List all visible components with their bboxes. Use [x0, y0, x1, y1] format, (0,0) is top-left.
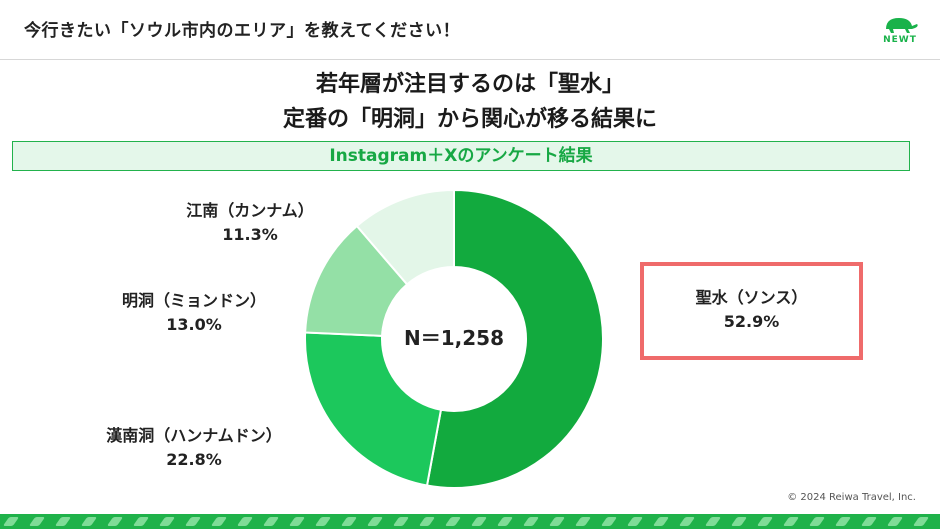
band-stripe [860, 517, 878, 526]
band-stripe [80, 517, 98, 526]
slice-label-gangnam: 江南（カンナム） 11.3% [170, 199, 330, 247]
slice-label-seongsu: 聖水（ソンス） 52.9% [644, 266, 859, 334]
slice-label-hannamdong: 漢南洞（ハンナムドン） 22.8% [94, 424, 294, 472]
band-stripe [132, 517, 150, 526]
band-stripe [2, 517, 20, 526]
band-stripe [236, 517, 254, 526]
band-stripe [392, 517, 410, 526]
band-stripe [600, 517, 618, 526]
headline-line-2: 定番の「明洞」から関心が移る結果に [282, 107, 657, 132]
band-stripe [808, 517, 826, 526]
slice-name: 明洞（ミョンドン） [121, 291, 266, 310]
band-stripe [522, 517, 540, 526]
slice-seongsu [425, 188, 604, 489]
band-stripe [418, 517, 436, 526]
band-stripe [574, 517, 592, 526]
slice-gangnam [355, 188, 455, 286]
slice-value: 52.9% [723, 312, 780, 331]
band-stripe [886, 517, 904, 526]
header-divider [0, 59, 940, 60]
band-stripe [496, 517, 514, 526]
band-stripe [340, 517, 358, 526]
band-stripe [106, 517, 124, 526]
header-title: 今行きたい「ソウル市内のエリア」を教えてください！ [24, 21, 461, 41]
band-stripe [678, 517, 696, 526]
band-stripe [314, 517, 332, 526]
slice-hannamdong [304, 331, 443, 487]
footer-band [0, 514, 940, 529]
band-stripe [210, 517, 228, 526]
sample-size-label: N＝1,258 [404, 326, 504, 350]
band-stripe [262, 517, 280, 526]
logo-text: NEWT [883, 35, 917, 45]
band-stripe [444, 517, 462, 526]
slice-name: 漢南洞（ハンナムドン） [106, 426, 282, 445]
band-stripe [184, 517, 202, 526]
band-stripe [626, 517, 644, 526]
band-stripe [54, 517, 72, 526]
band-stripe [730, 517, 748, 526]
turtle-icon [886, 18, 918, 33]
band-stripe [288, 517, 306, 526]
band-stripe [470, 517, 488, 526]
survey-subtitle: Instagram＋Xのアンケート結果 [12, 141, 910, 171]
slice-name: 江南（カンナム） [186, 201, 314, 220]
slice-label-myeongdong: 明洞（ミョンドン） 13.0% [104, 289, 284, 337]
band-stripe [834, 517, 852, 526]
band-stripe [28, 517, 46, 526]
band-stripe [704, 517, 722, 526]
copyright: © 2024 Reiwa Travel, Inc. [787, 492, 916, 503]
headline-line-1: 若年層が注目するのは「聖水」 [315, 72, 624, 97]
highlight-box-seongsu: 聖水（ソンス） 52.9% [640, 262, 863, 360]
slice-value: 13.0% [166, 315, 222, 334]
band-stripe [912, 517, 930, 526]
newt-logo: NEWT [876, 14, 924, 48]
slice-name: 聖水（ソンス） [695, 288, 808, 307]
band-stripe [548, 517, 566, 526]
band-stripe [756, 517, 774, 526]
band-stripe [652, 517, 670, 526]
slice-value: 22.8% [166, 450, 222, 469]
band-stripe [158, 517, 176, 526]
band-stripe [366, 517, 384, 526]
header: 今行きたい「ソウル市内のエリア」を教えてください！ NEWT [0, 0, 940, 60]
band-stripe [782, 517, 800, 526]
slice-value: 11.3% [222, 225, 278, 244]
